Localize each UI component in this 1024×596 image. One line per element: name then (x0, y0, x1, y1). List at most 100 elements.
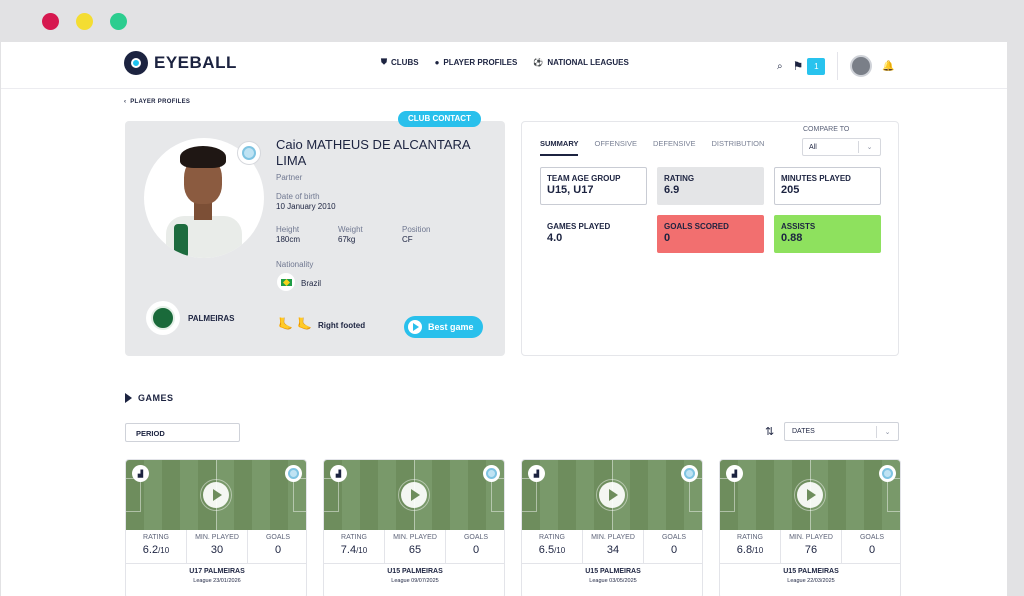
shirt-stripe (174, 224, 188, 258)
main-menu: ⛊ CLUBS ● PLAYER PROFILES ⚽ NATIONAL LEAGUES (381, 57, 629, 67)
stat-value: 0.88 (781, 232, 803, 244)
play-video-icon[interactable] (203, 482, 229, 508)
sort-icon[interactable]: ⇅ (765, 426, 775, 438)
game-card[interactable]: ▟ RATING 6.2/10 MIN. PLAYED 30 GOALS 0 U17 PALM… (125, 459, 307, 596)
maximize-window-dot[interactable] (110, 13, 127, 30)
col-label: RATING (737, 534, 763, 541)
bar-chart-icon[interactable]: ▟ (330, 465, 347, 482)
game-goals-col: GOALS 0 (842, 530, 900, 563)
tab-distribution[interactable]: DISTRIBUTION (711, 139, 765, 148)
minutes-value: 34 (606, 544, 620, 556)
pitch-thumbnail[interactable]: ▟ (324, 460, 504, 530)
club-name: PALMEIRAS (188, 314, 235, 323)
league-badge-icon (879, 465, 896, 482)
position-value: CF (402, 235, 413, 244)
league-badge-icon (237, 141, 261, 165)
stat-label: TEAM AGE GROUP (547, 174, 621, 183)
play-video-icon[interactable] (401, 482, 427, 508)
rating-max: /10 (752, 546, 764, 555)
rating-value: 6.2 (142, 544, 159, 556)
game-card[interactable]: ▟ RATING 6.5/10 MIN. PLAYED 34 GOALS 0 U15 PALM… (521, 459, 703, 596)
menu-item-player-profiles[interactable]: ● PLAYER PROFILES (435, 57, 518, 67)
stat-card-games-played: GAMES PLAYED 4.0 (540, 215, 647, 253)
bar-chart-icon[interactable]: ▟ (528, 465, 545, 482)
eyeball-logo[interactable]: EYEBALL (124, 51, 237, 75)
tab-defensive[interactable]: DEFENSIVE (653, 139, 696, 148)
pitch-box-left (720, 478, 735, 512)
pitch-box-right (689, 478, 702, 512)
game-teams: U15 PALMEIRAS (585, 568, 641, 575)
triangle-icon (125, 393, 132, 403)
best-game-button[interactable]: Best game (404, 316, 483, 338)
stat-label: RATING (664, 174, 695, 183)
game-stats-row: RATING 7.4/10 MIN. PLAYED 65 GOALS 0 (324, 530, 504, 564)
rating-max: /10 (158, 546, 170, 555)
bell-icon[interactable]: 🔔 (882, 60, 895, 72)
rating-value: 6.5 (538, 544, 555, 556)
minutes-value: 76 (804, 544, 818, 556)
menu-item-clubs[interactable]: ⛊ CLUBS (381, 57, 419, 67)
compare-select[interactable]: All ⌄ (802, 138, 881, 156)
pitch-box-left (324, 478, 339, 512)
game-rating: 7.4/10 (324, 544, 384, 556)
game-rating-col: RATING 6.5/10 (522, 530, 583, 563)
compare-label: COMPARE TO (803, 126, 850, 133)
club-contact-button[interactable]: CLUB CONTACT (398, 111, 481, 127)
stat-label: GOALS SCORED (664, 222, 729, 231)
stat-label: GAMES PLAYED (547, 222, 611, 231)
game-league-date: League 03/05/2025 (589, 578, 637, 584)
pitch-center-circle (794, 479, 826, 511)
brazil-flag-icon (277, 273, 295, 291)
rating-max: /10 (554, 546, 566, 555)
period-filter[interactable]: PERIOD (125, 423, 240, 442)
tab-summary[interactable]: SUMMARY (540, 139, 579, 156)
search-icon[interactable]: ⌕ (777, 60, 783, 72)
eye-logo-icon (124, 51, 148, 75)
menu-item-label: CLUBS (391, 57, 419, 67)
col-label: GOALS (265, 534, 291, 541)
pitch-thumbnail[interactable]: ▟ (720, 460, 900, 530)
back-link-label: PLAYER PROFILES (130, 99, 191, 105)
minimize-window-dot[interactable] (76, 13, 93, 30)
game-rating-col: RATING 6.2/10 (126, 530, 187, 563)
col-label: GOALS (463, 534, 489, 541)
game-minutes-col: MIN. PLAYED 34 (583, 530, 644, 563)
pitch-thumbnail[interactable]: ▟ (126, 460, 306, 530)
col-label: MIN. PLAYED (591, 534, 635, 541)
flag-notifications[interactable]: ⚑ 1 (793, 57, 826, 75)
pitch-thumbnail[interactable]: ▟ (522, 460, 702, 530)
chevron-down-icon: ⌄ (858, 141, 880, 153)
game-card[interactable]: ▟ RATING 7.4/10 MIN. PLAYED 65 GOALS 0 U15 PALM… (323, 459, 505, 596)
goals-value: 0 (274, 544, 282, 556)
stat-card-assists: ASSISTS 0.88 (774, 215, 881, 253)
menu-item-national-leagues[interactable]: ⚽ NATIONAL LEAGUES (533, 57, 628, 67)
game-minutes-col: MIN. PLAYED 65 (385, 530, 446, 563)
bar-chart-icon[interactable]: ▟ (726, 465, 743, 482)
back-link[interactable]: ‹ PLAYER PROFILES (124, 99, 191, 105)
league-badge-icon (483, 465, 500, 482)
game-stats-row: RATING 6.5/10 MIN. PLAYED 34 GOALS 0 (522, 530, 702, 564)
game-goals-col: GOALS 0 (248, 530, 306, 563)
pitch-center-circle (398, 479, 430, 511)
stat-value: 6.9 (664, 184, 680, 196)
nav-divider (837, 52, 839, 80)
weight-value: 67kg (338, 235, 356, 244)
play-video-icon[interactable] (797, 482, 823, 508)
bar-chart-icon[interactable]: ▟ (132, 465, 149, 482)
footedness-label: Right footed (318, 321, 366, 330)
nationality-label: Nationality (276, 260, 314, 269)
game-stats-row: RATING 6.8/10 MIN. PLAYED 76 GOALS 0 (720, 530, 900, 564)
user-avatar[interactable] (850, 55, 873, 77)
game-card[interactable]: ▟ RATING 6.8/10 MIN. PLAYED 76 GOALS 0 U15 PALM… (719, 459, 901, 596)
player-name: Caio MATHEUS DE ALCANTARA LIMA (276, 137, 470, 168)
game-rating: 6.5/10 (522, 544, 582, 556)
pitch-box-right (491, 478, 504, 512)
dob-value: 10 January 2010 (276, 202, 336, 211)
dates-select[interactable]: DATES ⌄ (784, 422, 899, 441)
play-video-icon[interactable] (599, 482, 625, 508)
close-window-dot[interactable] (42, 13, 59, 30)
tab-offensive[interactable]: OFFENSIVE (594, 139, 637, 148)
games-title-text: GAMES (138, 393, 174, 403)
dates-label: DATES (792, 428, 815, 435)
game-minutes-col: MIN. PLAYED 30 (187, 530, 248, 563)
